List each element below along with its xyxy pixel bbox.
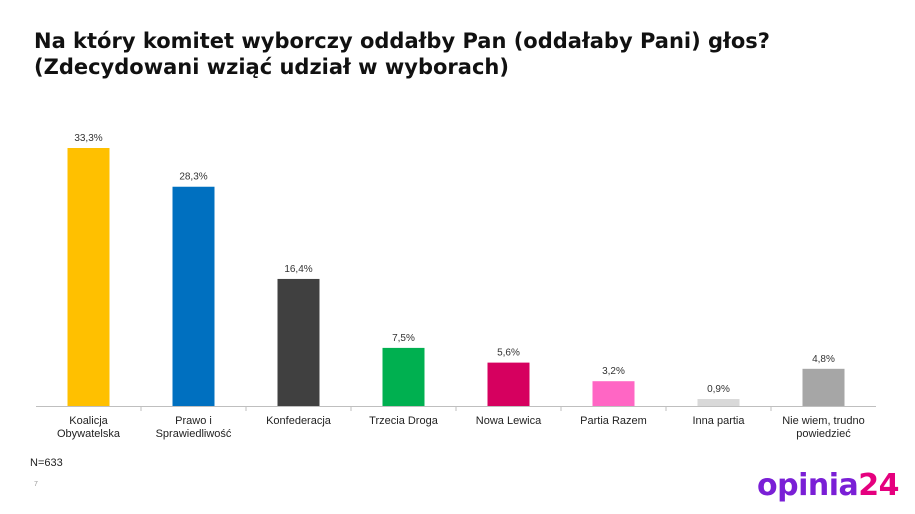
category-label-line: Trzecia Droga [369,415,439,427]
bar-4 [382,347,425,406]
data-label-1: 33,3% [74,133,102,144]
title-line-1: Na który komitet wyborczy oddałby Pan (o… [34,29,770,53]
chart-title: Na który komitet wyborczy oddałby Pan (o… [34,28,894,80]
category-label-8: Nie wiem, trudno powiedzieć [782,415,865,440]
category-label-line: powiedzieć [796,428,851,440]
bar-1 [67,148,110,406]
category-label-line: Nowa Lewica [476,415,542,427]
logo-text-number: 24 [858,468,900,503]
sample-size-note: N=633 [30,457,63,469]
category-label-line: Inna partia [693,415,746,427]
category-label-6: Partia Razem [580,415,647,427]
opinia24-logo: opinia24 [757,466,900,506]
data-label-7: 0,9% [707,384,730,395]
category-label-1: Koalicja Obywatelska [57,415,121,440]
bar-7 [697,399,740,406]
bar-2 [172,186,215,406]
logo-text-main: opinia [757,468,859,503]
category-label-5: Nowa Lewica [476,415,542,427]
category-label-3: Konfederacja [266,415,332,427]
category-label-2: Prawo i Sprawiedliwość [156,415,232,440]
category-label-line: Sprawiedliwość [156,428,232,440]
data-label-6: 3,2% [602,366,625,377]
bar-3 [277,278,320,406]
bar-6 [592,381,635,406]
category-label-line: Koalicja [69,415,108,427]
category-label-line: Konfederacja [266,415,332,427]
data-label-5: 5,6% [497,348,520,359]
category-label-line: Partia Razem [580,415,647,427]
category-label-line: Prawo i [175,415,212,427]
title-line-2: (Zdecydowani wziąć udział w wyborach) [34,55,509,79]
category-label-7: Inna partia [693,415,746,427]
page-number: 7 [34,481,38,488]
data-label-2: 28,3% [179,172,207,183]
category-label-line: Nie wiem, trudno [782,415,865,427]
data-label-8: 4,8% [812,354,835,365]
category-label-4: Trzecia Droga [369,415,439,427]
bar-5 [487,362,530,406]
category-label-line: Obywatelska [57,428,121,440]
data-label-3: 16,4% [284,264,312,275]
data-label-4: 7,5% [392,333,415,344]
bar-8 [802,368,845,406]
